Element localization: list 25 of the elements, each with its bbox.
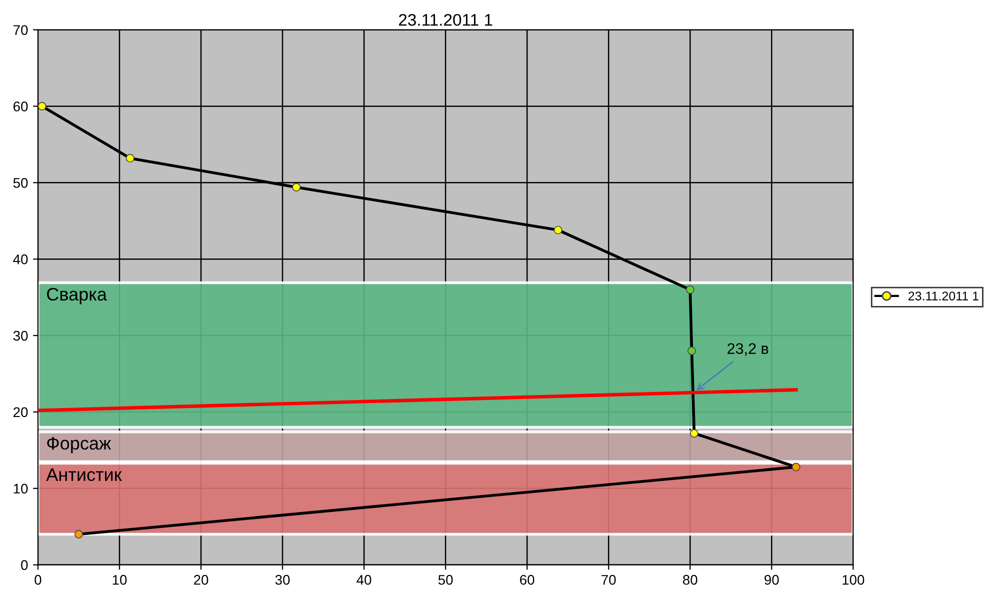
x-tick-label: 80 — [682, 574, 698, 585]
x-tick-label: 100 — [842, 574, 864, 585]
y-tick-label: 50 — [13, 178, 28, 188]
x-tick-label: 30 — [275, 574, 290, 585]
band-label: Форсаж — [47, 437, 112, 454]
x-tick-label: 50 — [438, 574, 453, 585]
x-tick-label: 60 — [520, 574, 534, 585]
y-tick-label: 60 — [14, 102, 28, 112]
x-tick-label: 0 — [34, 574, 42, 585]
x-tick-label: 20 — [194, 574, 208, 585]
band-label: Антистик — [46, 468, 122, 482]
y-tick-label: 40 — [13, 254, 28, 264]
band-label: Сварка — [47, 288, 107, 304]
annotation: 23,2 в — [728, 343, 768, 356]
y-tick-label: 10 — [14, 484, 28, 494]
x-tick-label: 70 — [602, 574, 616, 585]
y-tick-label: 70 — [14, 25, 28, 35]
y-tick-label: 30 — [13, 330, 28, 341]
y-tick-label: 20 — [13, 407, 28, 418]
chart-title: 23.11.2011 1 — [398, 14, 492, 26]
y-tick-label: 0 — [21, 560, 28, 570]
x-tick-label: 90 — [764, 574, 779, 585]
x-tick-label: 40 — [356, 574, 372, 585]
legend-label: 23.11.2011 1 — [908, 292, 978, 300]
x-tick-label: 10 — [112, 574, 127, 585]
